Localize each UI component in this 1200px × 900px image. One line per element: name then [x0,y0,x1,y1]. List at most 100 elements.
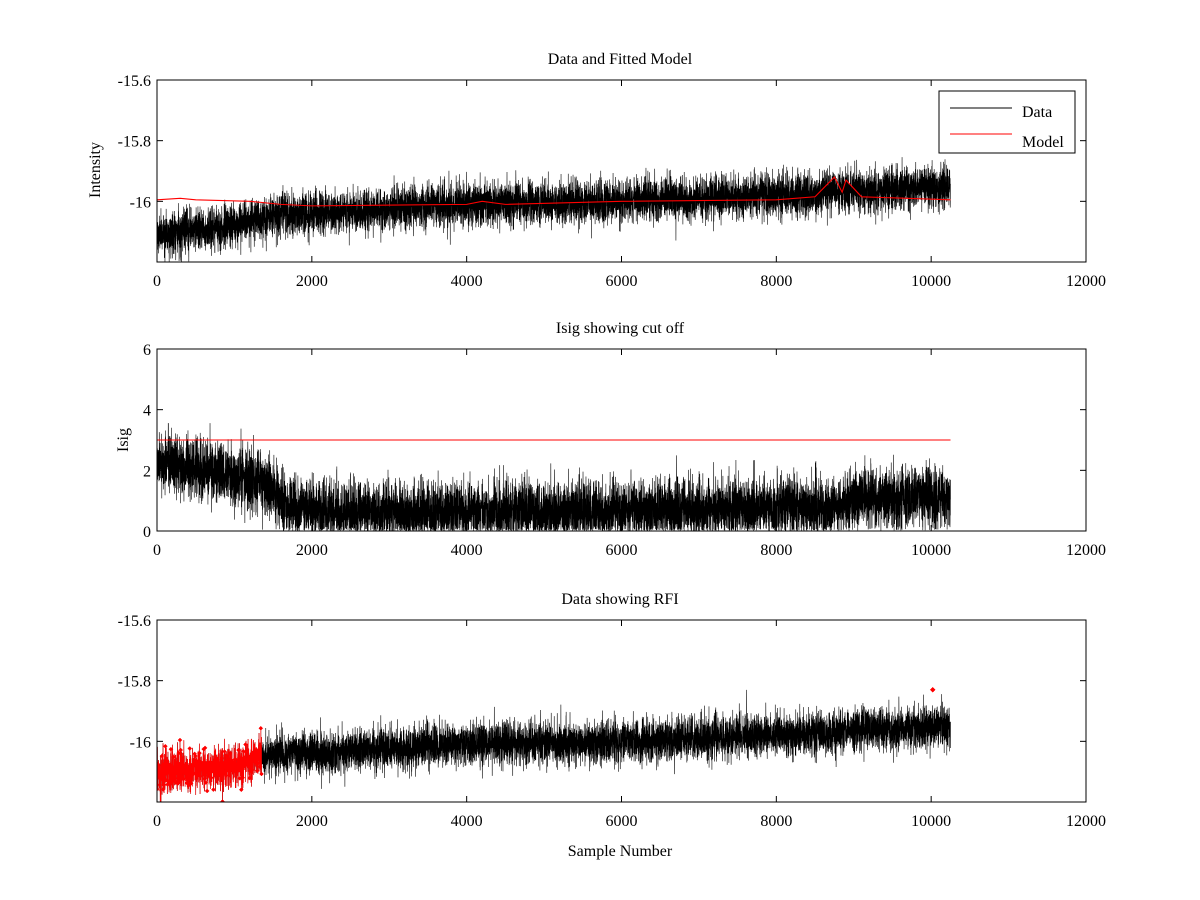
rfi-marker [164,765,170,771]
x-tick-label: 10000 [911,273,951,290]
rfi-marker [226,768,232,774]
y-tick-label: -15.8 [118,134,151,151]
rfi-marker [234,762,240,767]
rfi-marker [170,766,176,772]
x-tick-label: 0 [153,542,161,559]
legend: Data Model [938,90,1076,154]
x-tick-label: 0 [153,813,161,830]
rfi-marker [259,771,264,777]
rfi-marker [166,769,172,774]
rfi-marker [258,725,264,731]
rfi-marker [241,754,247,760]
rfi-marker [169,772,174,778]
y-tick-label: 6 [143,342,151,359]
rfi-marker [210,762,216,768]
chart-title: Data and Fitted Model [548,51,693,68]
y-tick-label: -16 [130,194,151,211]
rfi-marker [163,743,168,749]
x-tick-label: 4000 [451,273,483,290]
rfi-marker [203,780,209,785]
rfi-marker [244,758,250,763]
rfi-marker [253,755,259,761]
rfi-marker [200,767,206,772]
rfi-marker [171,754,177,760]
x-tick-label: 12000 [1066,273,1106,290]
rfi-marker [159,753,165,759]
rfi-marker [199,760,204,766]
rfi-marker [227,750,233,756]
legend-label-model: Model [1022,134,1064,151]
rfi-marker [256,750,262,756]
rfi-marker [204,763,209,769]
y-tick-label: -15.6 [118,613,151,630]
chart-title: Data showing RFI [561,591,678,608]
rfi-markers [157,686,936,802]
x-tick-label: 6000 [606,813,638,830]
rfi-marker [158,771,163,777]
rfi-marker [238,764,243,770]
rfi-marker [255,760,261,766]
rfi-marker [195,762,200,768]
rfi-marker [217,766,223,772]
rfi-marker [236,767,242,773]
series-line-isig [157,422,951,531]
rfi-marker [218,769,223,774]
rfi-marker [208,770,214,775]
rfi-marker [190,770,196,776]
y-tick-label: -15.8 [118,674,151,691]
rfi-marker [157,767,162,773]
x-tick-label: 4000 [451,542,483,559]
chart-title: Isig showing cut off [556,320,685,337]
x-tick-label: 4000 [451,813,483,830]
series-line-data [157,689,951,802]
rfi-marker [257,764,263,770]
rfi-marker [236,747,241,753]
rfi-marker [172,776,178,781]
y-tick-label: -16 [130,734,151,751]
rfi-marker [186,772,191,777]
rfi-marker [224,753,230,759]
y-axis-label: Intensity [87,142,104,198]
x-tick-label: 0 [153,273,161,290]
rfi-marker [167,779,172,785]
x-tick-label: 6000 [606,542,638,559]
rfi-marker [243,749,249,755]
x-tick-label: 12000 [1066,542,1106,559]
rfi-marker [202,776,207,782]
rfi-marker [194,758,200,764]
rfi-marker [202,745,208,751]
series-line-data [157,157,951,262]
rfi-marker [257,747,262,753]
x-tick-label: 10000 [911,542,951,559]
rfi-marker [208,775,214,781]
x-tick-label: 12000 [1066,813,1106,830]
rfi-marker [249,767,255,773]
rfi-marker [220,760,226,766]
plot-area: 0 2000 4000 6000 8000 10000 12000 -15.6 -15.8 -16 [118,73,1106,290]
rfi-marker [183,764,188,770]
rfi-marker [192,753,198,759]
plot-area: 0 2000 4000 6000 8000 10000 12000 0 2 4 6 [143,342,1106,559]
y-tick-label: -15.6 [118,73,151,90]
rfi-marker [158,777,164,782]
panel-data-showing-rfi: Data showing RFI Sample Number 0 2000 4000… [118,591,1106,860]
rfi-marker [176,750,181,756]
rfi-marker [175,780,181,786]
series-line-model [157,176,951,207]
plot-area: 0 2000 4000 6000 8000 10000 12000 -15.6 -15.8 -16 [118,613,1106,830]
series-group [157,157,951,262]
rfi-marker [160,763,165,768]
rfi-marker [183,775,189,781]
rfi-marker [157,782,163,788]
rfi-marker [227,772,232,778]
x-tick-label: 8000 [760,273,792,290]
legend-box [938,90,1076,154]
rfi-marker [177,737,183,743]
x-tick-label: 2000 [296,273,328,290]
rfi-marker [929,686,936,693]
y-tick-label: 4 [143,403,151,420]
rfi-marker [204,788,210,794]
rfi-marker [238,787,244,793]
panel-data-and-fitted-model: Data and Fitted Model Intensity 0 2000 400… [87,51,1106,290]
